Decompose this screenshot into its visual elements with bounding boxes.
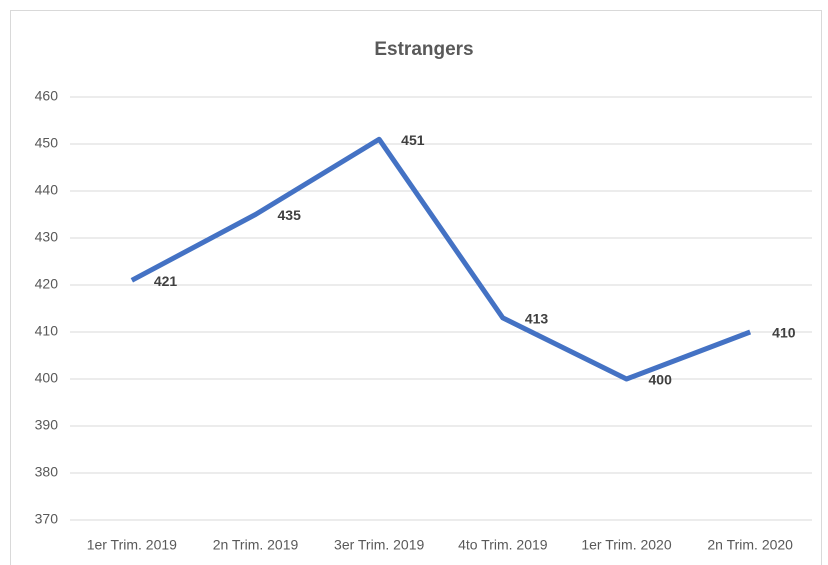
data-label: 400 bbox=[649, 372, 673, 388]
x-tick-label: 1er Trim. 2020 bbox=[581, 537, 671, 553]
data-label: 421 bbox=[154, 273, 178, 289]
y-tick-label: 430 bbox=[35, 229, 59, 245]
y-tick-label: 400 bbox=[35, 370, 59, 386]
chart-frame bbox=[10, 10, 822, 565]
x-tick-label: 3er Trim. 2019 bbox=[334, 537, 424, 553]
x-tick-label: 4to Trim. 2019 bbox=[458, 537, 548, 553]
x-tick-label: 2n Trim. 2020 bbox=[707, 537, 793, 553]
data-label: 410 bbox=[772, 325, 796, 341]
y-tick-label: 370 bbox=[35, 511, 59, 527]
y-tick-label: 420 bbox=[35, 276, 59, 292]
chart-title: Estrangers bbox=[374, 39, 473, 60]
data-label: 451 bbox=[401, 132, 425, 148]
data-label: 435 bbox=[278, 207, 302, 223]
y-tick-label: 390 bbox=[35, 417, 59, 433]
y-tick-label: 440 bbox=[35, 182, 59, 198]
data-label: 413 bbox=[525, 311, 549, 327]
y-tick-label: 380 bbox=[35, 464, 59, 480]
x-tick-label: 2n Trim. 2019 bbox=[213, 537, 299, 553]
x-tick-label: 1er Trim. 2019 bbox=[87, 537, 177, 553]
y-tick-label: 460 bbox=[35, 88, 59, 104]
data-line bbox=[130, 136, 752, 382]
y-tick-label: 450 bbox=[35, 135, 59, 151]
y-tick-label: 410 bbox=[35, 323, 59, 339]
